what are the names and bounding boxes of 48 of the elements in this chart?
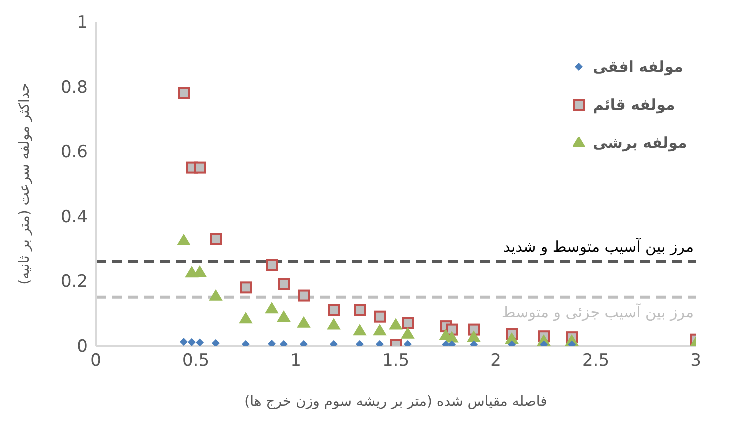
point	[278, 310, 290, 322]
point	[188, 338, 196, 346]
point	[210, 290, 222, 301]
x-tick-label: 1	[290, 351, 302, 372]
x-tick-label: 2.5	[582, 351, 610, 372]
point	[298, 290, 310, 302]
point	[196, 338, 204, 346]
point	[402, 328, 414, 339]
y-tick-label: 0.2	[60, 272, 88, 292]
point	[178, 234, 190, 246]
x-tick-label: 3	[690, 351, 702, 372]
x-tick-label: 1.5	[382, 351, 410, 372]
point	[210, 233, 222, 246]
point	[354, 324, 366, 336]
point	[178, 87, 190, 100]
x-tick-label: 2	[490, 351, 502, 372]
point	[374, 324, 386, 336]
y-tick-label: 0.8	[60, 78, 88, 98]
point	[212, 339, 220, 346]
point	[468, 331, 480, 342]
point	[354, 304, 366, 316]
point	[298, 316, 310, 328]
y-axis-title: حداکثر مولفه سرعت (متر بر ثانیه)	[16, 83, 33, 285]
point	[194, 162, 206, 174]
y-tick-label: 0.6	[60, 142, 88, 163]
x-tick-label: 0.5	[182, 351, 210, 372]
point	[328, 304, 340, 316]
legend-label: مولفه برشی	[593, 134, 688, 152]
point	[240, 312, 252, 324]
point	[402, 317, 414, 330]
y-tick-label: 0	[77, 337, 88, 358]
point	[328, 318, 340, 330]
point	[374, 310, 386, 323]
point	[266, 302, 278, 314]
point	[278, 278, 290, 290]
x-axis-title: فاصله مقیاس شده (متر بر ریشه سوم وزن خرج ها)	[244, 394, 548, 410]
point	[446, 332, 458, 343]
x-tick-label: 0	[90, 351, 102, 372]
ref-line-label: مرز بین آسیب جزئی و متوسط	[502, 302, 694, 322]
point	[390, 318, 402, 330]
legend-label: مولفه افقی	[593, 58, 684, 76]
point	[240, 282, 252, 294]
point	[180, 338, 188, 346]
y-tick-label: 1	[77, 13, 88, 34]
legend-label: مولفه قائم	[593, 96, 676, 114]
y-tick-label: 0.4	[60, 207, 88, 228]
point	[266, 259, 278, 271]
ref-line-label: مرز بین آسیب متوسط و شدید	[504, 236, 694, 256]
